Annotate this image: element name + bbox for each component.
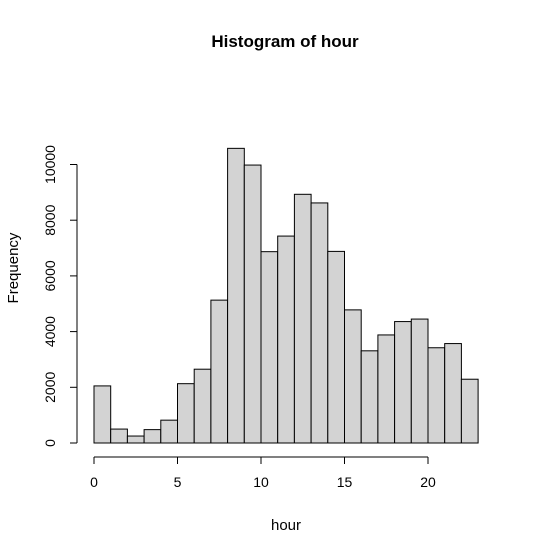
histogram-bar bbox=[177, 383, 195, 444]
histogram-bar bbox=[293, 193, 312, 444]
histogram-bar bbox=[260, 251, 279, 444]
y-tick-label: 2000 bbox=[42, 372, 58, 403]
histogram-bar bbox=[444, 343, 462, 444]
bars-group bbox=[93, 147, 479, 444]
histogram-bar bbox=[427, 347, 446, 444]
histogram-bar bbox=[93, 385, 112, 444]
x-tick-label: 5 bbox=[174, 474, 182, 490]
histogram-bar bbox=[110, 428, 128, 444]
histogram-bar bbox=[360, 350, 379, 444]
histogram-bar bbox=[377, 334, 396, 444]
y-axis: 0 2000 4000 6000 8000 10000 bbox=[42, 145, 78, 447]
x-tick-label: 0 bbox=[90, 474, 98, 490]
x-tick-label: 20 bbox=[420, 474, 436, 490]
histogram-bar bbox=[410, 318, 429, 444]
histogram-bar bbox=[277, 235, 295, 444]
histogram-bar bbox=[193, 368, 212, 444]
histogram-bar bbox=[460, 378, 479, 444]
y-axis-label: Frequency bbox=[5, 232, 22, 303]
x-axis: 0 5 10 15 20 bbox=[90, 456, 436, 490]
histogram-bar bbox=[210, 299, 229, 444]
x-tick-label: 15 bbox=[337, 474, 353, 490]
y-tick-label: 10000 bbox=[42, 145, 58, 184]
histogram-bar bbox=[126, 435, 145, 444]
histogram-bar bbox=[394, 321, 412, 444]
y-tick-label: 0 bbox=[42, 439, 58, 447]
histogram-bar bbox=[344, 309, 362, 444]
histogram-bar bbox=[227, 147, 245, 444]
histogram-bar bbox=[143, 429, 162, 444]
histogram-bar bbox=[243, 164, 262, 444]
x-axis-label: hour bbox=[271, 517, 301, 534]
chart-title: Histogram of hour bbox=[211, 32, 359, 51]
histogram-bar bbox=[160, 419, 179, 444]
y-tick-label: 4000 bbox=[42, 316, 58, 347]
x-tick-label: 10 bbox=[253, 474, 269, 490]
y-tick-label: 6000 bbox=[42, 260, 58, 291]
y-tick-label: 8000 bbox=[42, 204, 58, 235]
histogram-bar bbox=[310, 202, 329, 444]
histogram-bar bbox=[327, 250, 345, 444]
